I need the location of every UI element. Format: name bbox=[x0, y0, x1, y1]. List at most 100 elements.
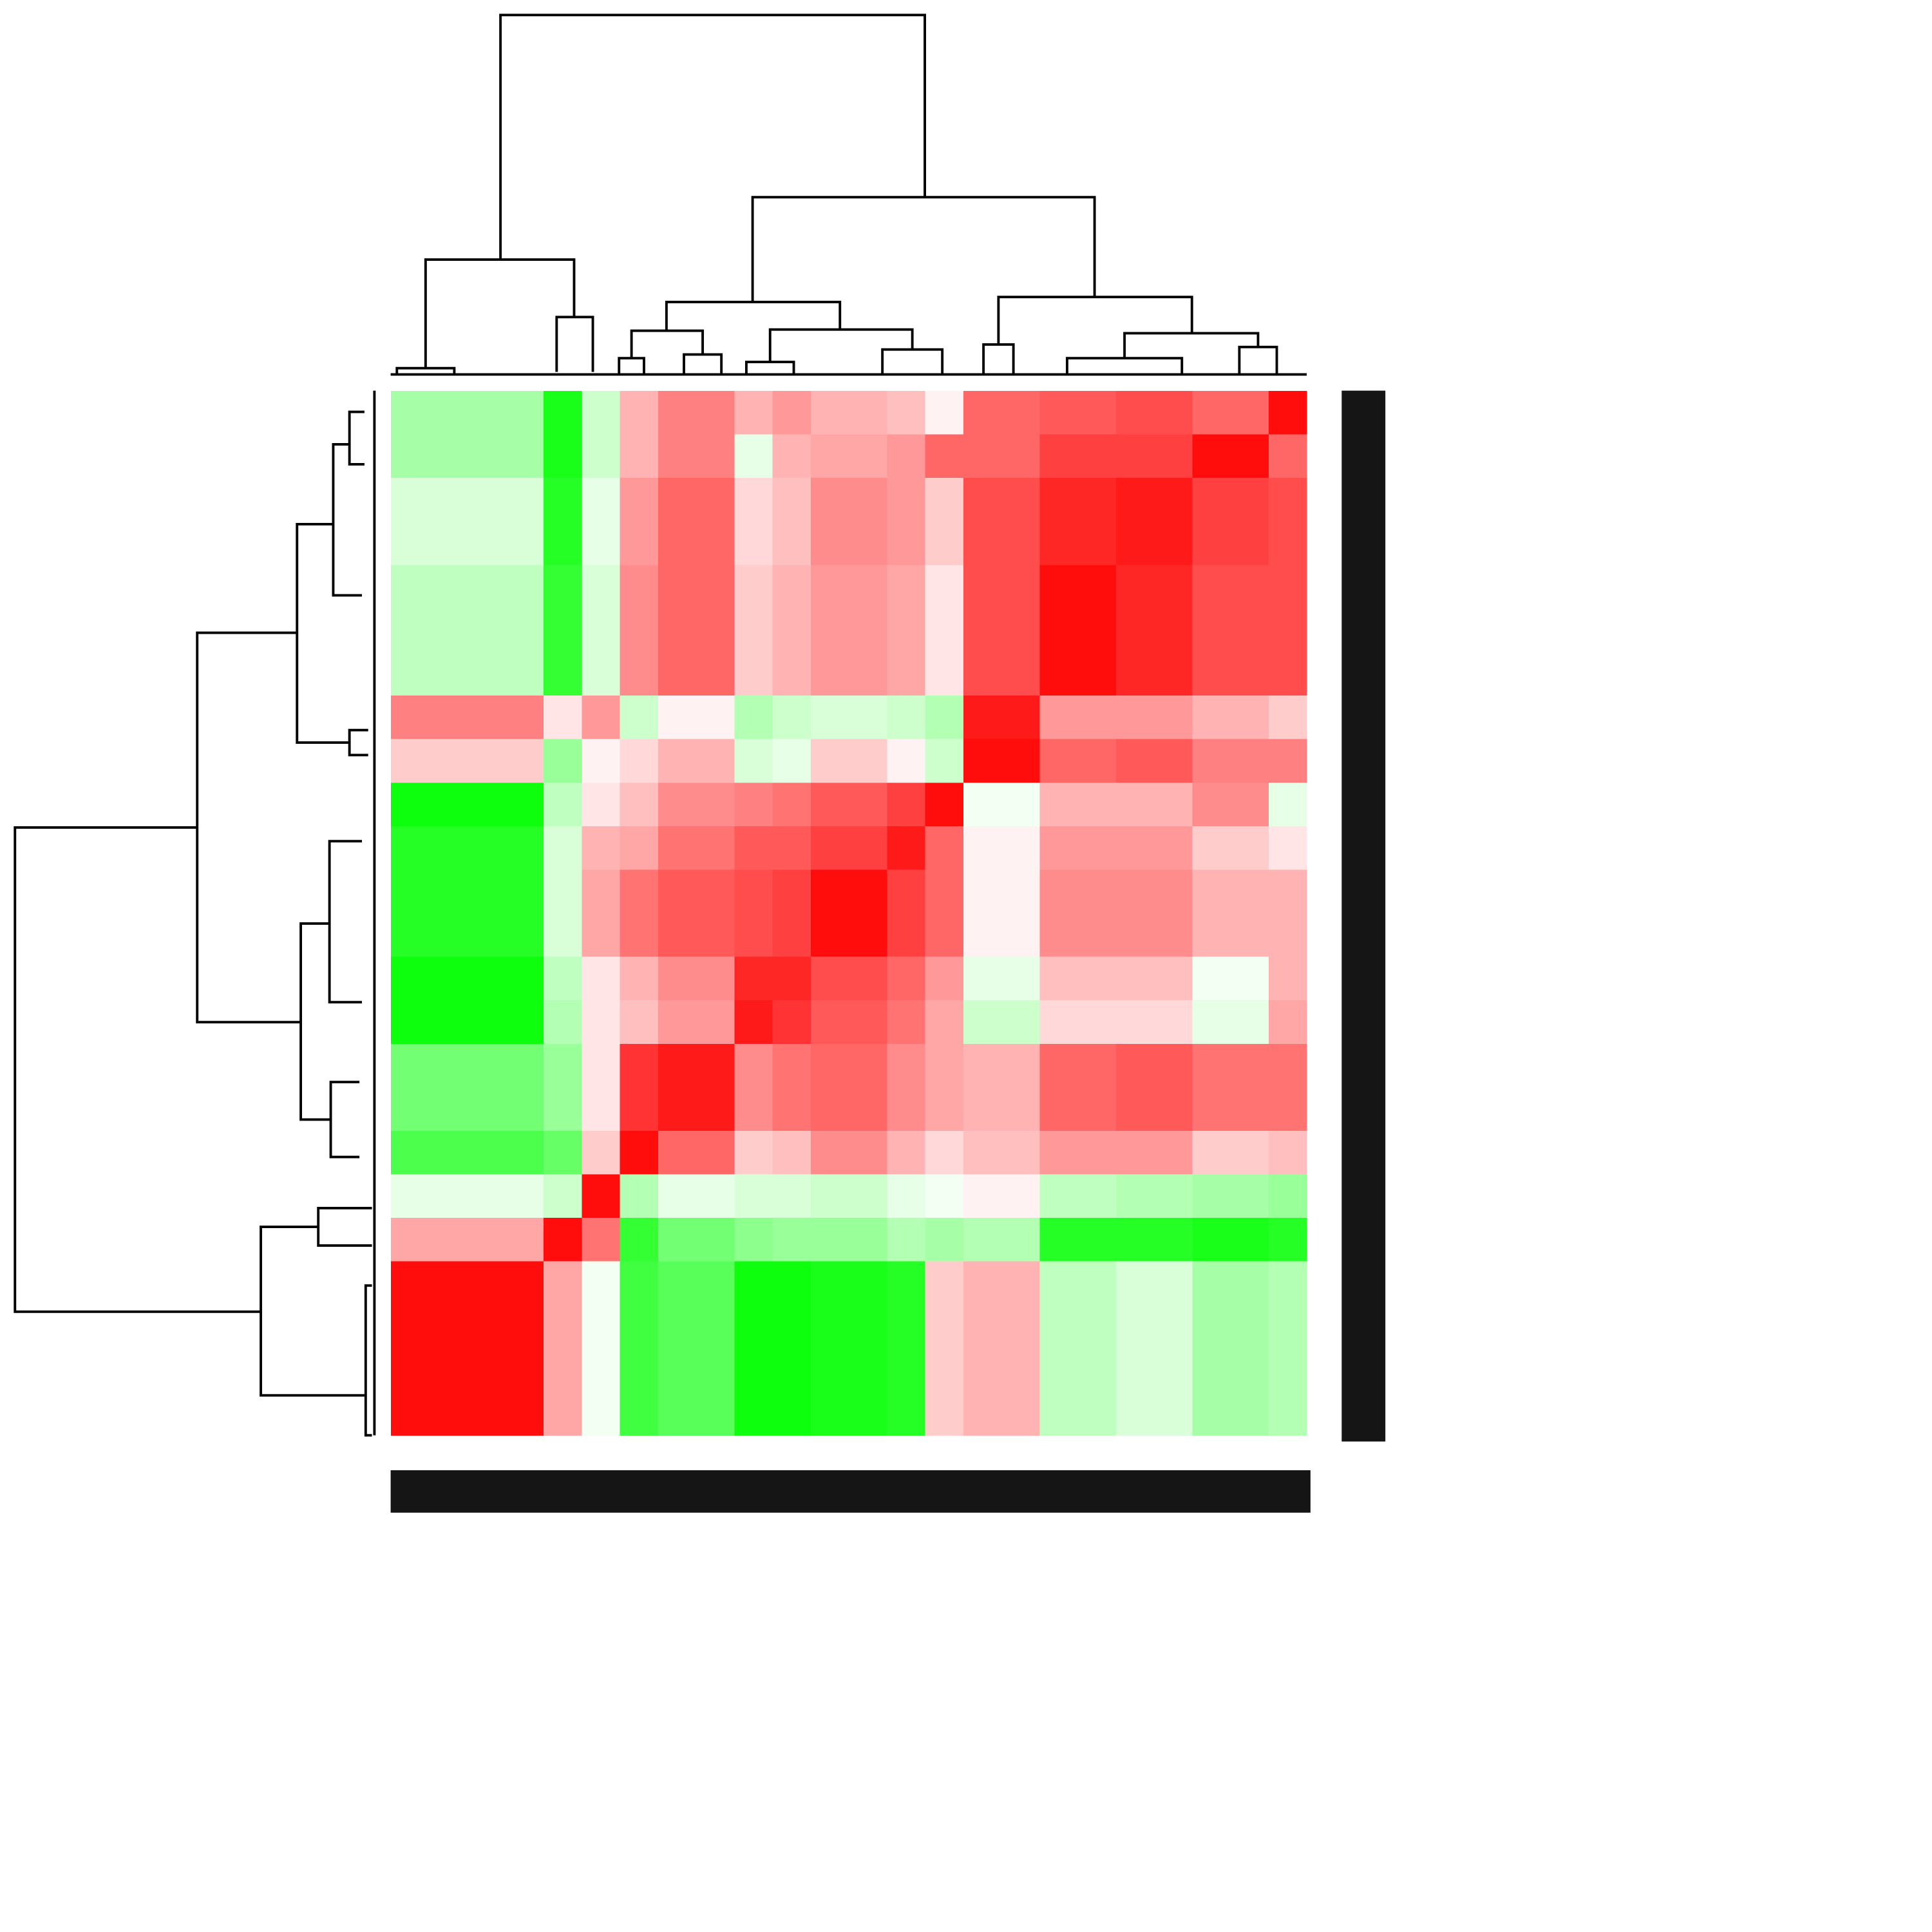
heatmap-cell bbox=[658, 1261, 697, 1305]
heatmap-cell bbox=[1115, 869, 1155, 914]
heatmap-cell bbox=[1115, 1261, 1155, 1305]
heatmap-cell bbox=[391, 696, 430, 740]
heatmap-cell bbox=[391, 1261, 430, 1305]
heatmap-cell bbox=[391, 1218, 430, 1262]
dendrogram-branch bbox=[260, 1226, 366, 1397]
heatmap-cell bbox=[1077, 826, 1117, 870]
heatmap-cell bbox=[810, 434, 849, 478]
heatmap-cell bbox=[925, 652, 964, 696]
heatmap-cell bbox=[658, 1348, 697, 1392]
heatmap-cell bbox=[963, 913, 1002, 958]
heatmap-cell bbox=[1192, 826, 1231, 870]
heatmap-cell bbox=[1077, 1261, 1117, 1305]
heatmap-cell bbox=[1115, 608, 1155, 652]
heatmap-cell bbox=[810, 826, 849, 870]
heatmap-cell bbox=[1039, 956, 1078, 1001]
heatmap-cell bbox=[925, 521, 964, 565]
heatmap-cell bbox=[696, 826, 735, 870]
heatmap-cell bbox=[658, 913, 697, 958]
heatmap-cell bbox=[1077, 478, 1117, 522]
heatmap-cell bbox=[887, 826, 925, 870]
heatmap-cell bbox=[849, 739, 887, 783]
heatmap-cell bbox=[544, 608, 582, 652]
heatmap-cell bbox=[1192, 956, 1231, 1001]
heatmap-cell bbox=[1039, 1043, 1078, 1088]
heatmap-cell bbox=[1192, 565, 1231, 609]
heatmap-cell bbox=[544, 652, 582, 696]
heatmap-cell bbox=[1115, 782, 1155, 827]
heatmap-cell bbox=[887, 913, 925, 958]
heatmap-cell bbox=[582, 1130, 620, 1175]
heatmap-cell bbox=[887, 652, 925, 696]
heatmap-cell bbox=[620, 1000, 659, 1045]
heatmap-cell bbox=[734, 956, 773, 1001]
heatmap-cell bbox=[658, 1218, 697, 1262]
heatmap-cell bbox=[849, 1392, 887, 1436]
heatmap-cell bbox=[772, 782, 811, 827]
heatmap-cell bbox=[429, 1218, 468, 1262]
heatmap-cell bbox=[582, 1348, 620, 1392]
heatmap-cell bbox=[1115, 1305, 1155, 1349]
heatmap-cell bbox=[810, 652, 849, 696]
heatmap-cell bbox=[1268, 782, 1307, 827]
heatmap-cell bbox=[810, 608, 849, 652]
heatmap-cell bbox=[1039, 739, 1078, 783]
heatmap-cell bbox=[734, 1174, 773, 1218]
heatmap-cell bbox=[1230, 739, 1269, 783]
heatmap-cell bbox=[1268, 913, 1307, 958]
heatmap-cell bbox=[1154, 608, 1193, 652]
heatmap-cell bbox=[429, 478, 468, 522]
dendrogram-branch bbox=[328, 840, 363, 1004]
heatmap-cell bbox=[887, 1348, 925, 1392]
heatmap-cell bbox=[696, 565, 735, 609]
heatmap-cell bbox=[505, 434, 544, 478]
heatmap-cell bbox=[696, 1000, 735, 1045]
heatmap-cell bbox=[429, 1000, 468, 1045]
heatmap-cell bbox=[429, 696, 468, 740]
heatmap-cell bbox=[391, 1392, 430, 1436]
heatmap-cell bbox=[772, 1261, 811, 1305]
heatmap-cell bbox=[1192, 782, 1231, 827]
heatmap-cell bbox=[734, 782, 773, 827]
heatmap-cell bbox=[620, 782, 659, 827]
heatmap-cell bbox=[925, 608, 964, 652]
heatmap-cell bbox=[696, 1174, 735, 1218]
heatmap-cell bbox=[429, 434, 468, 478]
heatmap-cell bbox=[582, 652, 620, 696]
heatmap-cell bbox=[1192, 739, 1231, 783]
heatmap-cell bbox=[772, 1130, 811, 1175]
heatmap-cell bbox=[1077, 696, 1117, 740]
heatmap-cell bbox=[582, 739, 620, 783]
heatmap-cell bbox=[810, 739, 849, 783]
heatmap-cell bbox=[696, 608, 735, 652]
heatmap-cell bbox=[1192, 913, 1231, 958]
heatmap-cell bbox=[1154, 652, 1193, 696]
heatmap-cell bbox=[505, 1174, 544, 1218]
heatmap-cell bbox=[696, 739, 735, 783]
heatmap-cell bbox=[1039, 521, 1078, 565]
heatmap-cell bbox=[696, 1261, 735, 1305]
heatmap-cell bbox=[887, 434, 925, 478]
heatmap-cell bbox=[1001, 434, 1040, 478]
heatmap-cell bbox=[849, 1348, 887, 1392]
heatmap-cell bbox=[772, 739, 811, 783]
heatmap-cell bbox=[772, 1000, 811, 1045]
heatmap-cell bbox=[391, 1174, 430, 1218]
heatmap-cell bbox=[1192, 1392, 1231, 1436]
heatmap-cell bbox=[658, 956, 697, 1001]
heatmap-cell bbox=[1001, 652, 1040, 696]
heatmap-cell bbox=[1115, 434, 1155, 478]
heatmap-cell bbox=[467, 869, 506, 914]
heatmap-cell bbox=[544, 1087, 582, 1132]
heatmap-cell bbox=[467, 608, 506, 652]
heatmap-cell bbox=[505, 608, 544, 652]
heatmap-cell bbox=[467, 1000, 506, 1045]
heatmap-cell bbox=[925, 956, 964, 1001]
heatmap-cell bbox=[925, 1174, 964, 1218]
heatmap-cell bbox=[925, 1043, 964, 1088]
heatmap-cell bbox=[1039, 1305, 1078, 1349]
heatmap-cell bbox=[1001, 521, 1040, 565]
heatmap-cell bbox=[1230, 1000, 1269, 1045]
heatmap-cell bbox=[1230, 1174, 1269, 1218]
